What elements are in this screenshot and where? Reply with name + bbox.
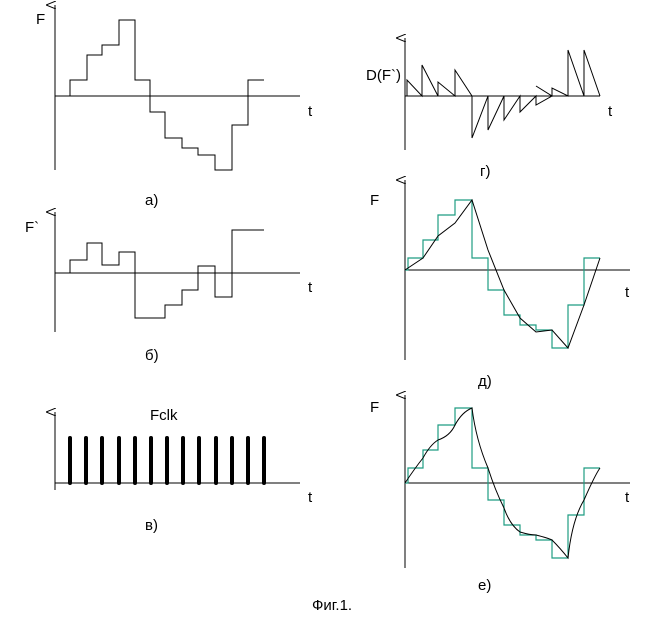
caption: в): [145, 517, 158, 534]
caption: е): [478, 577, 491, 594]
figure-caption: Фиг.1.: [312, 597, 352, 614]
panel-d: F t д): [370, 180, 630, 390]
x-label: t: [308, 489, 313, 506]
x-label: t: [308, 279, 313, 296]
y-label: F: [36, 11, 45, 28]
clock-pulses: [68, 436, 266, 485]
signal-label: Fclk: [150, 407, 178, 424]
caption: г): [480, 163, 490, 180]
panel-e: F t е): [370, 395, 630, 594]
panel-b: F` t б): [25, 212, 313, 364]
y-label: D(F`): [366, 67, 401, 84]
panel-a: F t а): [36, 5, 313, 209]
caption: д): [478, 373, 492, 390]
caption: а): [145, 192, 158, 209]
y-label: F: [370, 399, 379, 416]
y-label: F: [370, 192, 379, 209]
y-label: F`: [25, 219, 39, 236]
panel-g: D(F`) t г): [366, 38, 613, 180]
x-label: t: [625, 489, 630, 506]
x-label: t: [308, 103, 313, 120]
panel-v: Fclk t в): [55, 407, 313, 534]
x-label: t: [625, 284, 630, 301]
caption: б): [145, 347, 159, 364]
x-label: t: [608, 103, 613, 120]
